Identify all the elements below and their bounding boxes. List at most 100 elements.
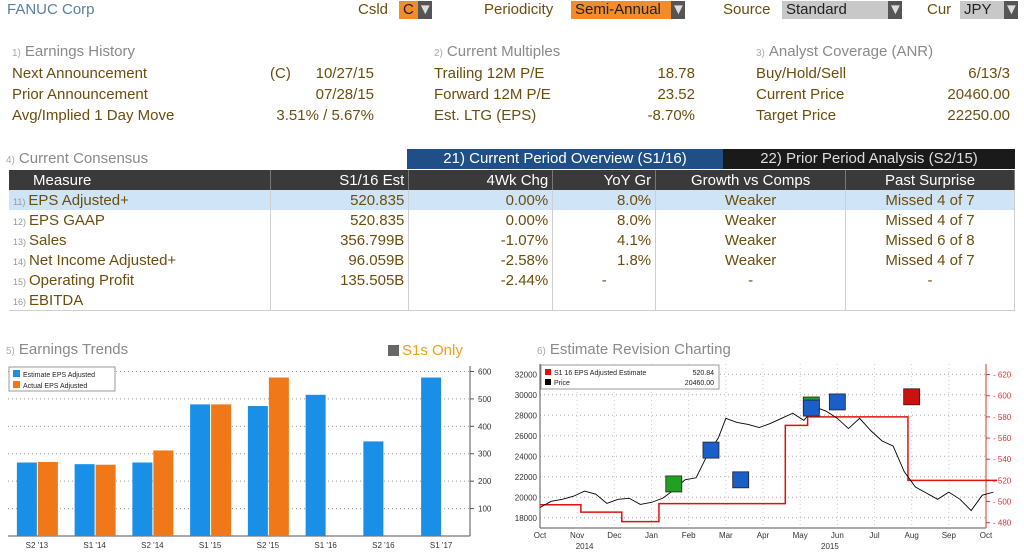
x-tick-label: Nov [570,531,584,540]
est-cell [270,290,410,311]
estimate-revision-header: 6) Estimate Revision Charting [537,341,731,358]
bar-estimate [74,464,95,536]
right-tick-label: - 540 [993,455,1012,464]
measure-cell: 13) Sales [9,230,272,250]
periodicity-dropdown[interactable]: Semi-Annual ▼ [571,1,686,19]
checkbox-icon [388,345,399,356]
x-tick-label: S2 '14 [141,541,164,550]
table-row[interactable]: 12) EPS GAAP 520.835 0.00% 8.0% Weaker Mi… [9,210,1015,230]
table-row[interactable]: 14) Net Income Adjusted+ 96.059B -2.58% 1… [9,250,1015,270]
x-tick-label: Jun [831,531,844,540]
next-announcement-prefix: (C) [270,65,291,82]
x-tick-label: Feb [682,531,696,540]
table-row[interactable]: 16) EBITDA [9,290,1015,311]
chevron-down-icon: ▼ [417,1,433,19]
legend-swatch-actual [13,381,20,388]
x-tick-label: S1 '15 [199,541,222,550]
csld-label: Csld [358,1,389,18]
y-tick-label: 600 [478,367,492,376]
right-tick-label: - 560 [993,434,1012,443]
currency-dropdown[interactable]: JPY ▼ [960,1,1019,19]
s1-only-toggle[interactable]: S1s Only [388,342,463,359]
chevron-down-icon: ▼ [1004,1,1019,19]
x-tick-label: S1 '14 [83,541,106,550]
est-cell: 96.059B [270,250,410,270]
forward-pe-label: Forward 12M P/E [434,86,551,103]
source-dropdown[interactable]: Standard ▼ [782,1,903,19]
bar-actual [211,404,232,536]
col-yoy-gr[interactable]: YoY Gr [552,170,657,190]
target-price-label: Target Price [756,107,837,124]
growth-cell: Weaker [655,230,847,250]
price-line [539,406,994,512]
col-growth-vs-comps[interactable]: Growth vs Comps [655,170,847,190]
col-measure[interactable]: Measure [9,170,272,190]
revision-marker-blue [702,441,720,459]
security-name[interactable]: FANUC Corp [7,1,95,18]
bar-estimate [132,462,153,536]
x-tick-label: Aug [905,531,919,540]
col-4wk-chg[interactable]: 4Wk Chg [408,170,554,190]
x-tick-label: Jan [645,531,658,540]
surprise-cell: Missed 4 of 7 [845,250,1015,270]
x-year-label: 2015 [821,542,839,551]
earnings-history-header[interactable]: 1) Earnings History [12,43,135,60]
left-tick-label: 24000 [515,452,538,461]
chg-cell: -2.44% [408,270,554,290]
bar-actual [268,377,289,536]
measure-cell: 16) EBITDA [9,290,272,311]
left-tick-label: 28000 [515,411,538,420]
left-tick-label: 26000 [515,432,538,441]
surprise-cell [845,290,1015,311]
legend-value-estimate: 520.84 [693,370,715,377]
current-multiples-header[interactable]: 2) Current Multiples [434,43,561,60]
buy-hold-sell-label: Buy/Hold/Sell [756,65,847,82]
right-tick-label: - 520 [993,476,1012,485]
right-tick-label: - 480 [993,519,1012,528]
measure-cell: 14) Net Income Adjusted+ [9,250,272,270]
growth-cell: Weaker [655,250,847,270]
chg-cell: -1.07% [408,230,554,250]
legend-box [8,366,116,392]
y-tick-label: 500 [478,395,492,404]
yoy-cell: 1.8% [552,250,657,270]
bar-estimate [247,406,268,536]
x-tick-label: S2 '16 [372,541,395,550]
col-est[interactable]: S1/16 Est [270,170,410,190]
y-tick-label: 300 [478,450,492,459]
surprise-cell: - [845,270,1015,290]
col-past-surprise[interactable]: Past Surprise [845,170,1015,190]
bar-actual [37,461,58,536]
table-header-row: Measure S1/16 Est 4Wk Chg YoY Gr Growth … [9,170,1015,190]
table-row[interactable]: 13) Sales 356.799B -1.07% 4.1% Weaker Mis… [9,230,1015,250]
chg-cell [408,290,554,311]
x-tick-label: S1 '16 [314,541,337,550]
x-tick-label: May [793,531,808,540]
bar-actual [153,450,174,536]
prior-announcement-label: Prior Announcement [12,86,148,103]
x-tick-label: Sep [942,531,957,540]
next-announcement-value: 10/27/15 [315,65,374,82]
growth-cell: Weaker [655,190,847,210]
currency-label: Cur [927,1,952,18]
csld-dropdown[interactable]: C ▼ [399,1,433,19]
table-row[interactable]: 15) Operating Profit 135.505B -2.44% - - … [9,270,1015,290]
chg-cell: -2.58% [408,250,554,270]
revision-marker-blue [732,471,750,489]
legend-label-actual: Actual EPS Adjusted [23,383,87,390]
est-cell: 520.835 [270,190,410,210]
source-value: Standard [782,1,888,19]
table-row[interactable]: 11) EPS Adjusted+ 520.835 0.00% 8.0% Weak… [9,190,1015,210]
trailing-pe-value: 18.78 [657,65,695,82]
forward-pe-value: 23.52 [657,86,695,103]
tab-prior-period[interactable]: 22) Prior Period Analysis (S2/15) [723,149,1015,169]
est-cell: 356.799B [270,230,410,250]
yoy-cell: - [552,270,657,290]
legend-label-price: Price [554,380,570,387]
tab-current-period[interactable]: 21) Current Period Overview (S1/16) [407,149,723,169]
legend-label-estimate: S1 16 EPS Adjusted Estimate [554,370,646,377]
bar-estimate [363,441,384,536]
analyst-coverage-header[interactable]: 3) Analyst Coverage (ANR) [756,43,934,60]
revision-marker-blue [828,393,846,411]
currency-value: JPY [960,1,1004,19]
